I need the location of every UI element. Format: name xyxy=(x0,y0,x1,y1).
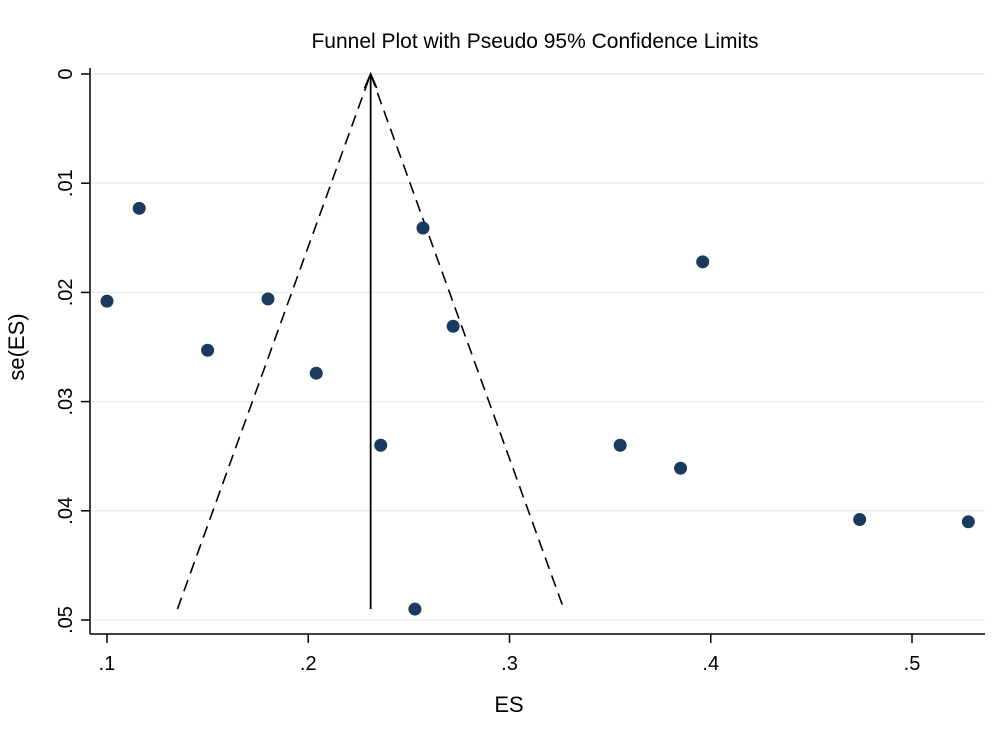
x-tick-label-1: .2 xyxy=(300,653,317,675)
y-tick-label-2: .02 xyxy=(55,278,77,306)
data-point-11 xyxy=(696,255,710,269)
x-tick-label-0: .1 xyxy=(99,653,116,675)
data-point-9 xyxy=(613,438,627,452)
y-ticks: 0 .01 .02 .03 .04 .05 xyxy=(55,68,90,634)
x-tick-label-4: .5 xyxy=(904,653,921,675)
data-point-0 xyxy=(100,294,114,308)
gridlines xyxy=(90,73,985,621)
data-point-5 xyxy=(374,438,388,452)
x-axis-label: ES xyxy=(494,692,523,717)
y-tick-label-5: .05 xyxy=(55,606,77,634)
y-tick-label-3: .03 xyxy=(55,388,77,416)
x-tick-label-2: .3 xyxy=(501,653,518,675)
data-point-8 xyxy=(446,319,460,333)
data-point-13 xyxy=(961,515,975,529)
axes xyxy=(89,68,985,635)
y-tick-label-0: 0 xyxy=(55,68,77,79)
data-point-10 xyxy=(674,461,688,475)
data-point-6 xyxy=(408,602,422,616)
funnel-lines xyxy=(176,71,565,610)
y-tick-label-1: .01 xyxy=(55,169,77,197)
data-point-12 xyxy=(853,513,867,527)
data-point-7 xyxy=(416,221,430,235)
data-point-4 xyxy=(309,366,323,380)
data-point-3 xyxy=(261,292,275,306)
data-point-2 xyxy=(201,343,215,357)
pooled-estimate-arrowhead xyxy=(363,71,378,89)
x-tick-label-3: .4 xyxy=(702,653,719,675)
y-tick-label-4: .04 xyxy=(55,497,77,525)
y-axis-label: se(ES) xyxy=(4,313,29,380)
x-ticks: .1 .2 .3 .4 .5 xyxy=(99,634,921,675)
data-point-1 xyxy=(132,201,146,215)
data-points xyxy=(100,201,975,616)
chart-title: Funnel Plot with Pseudo 95% Confidence L… xyxy=(311,30,758,53)
